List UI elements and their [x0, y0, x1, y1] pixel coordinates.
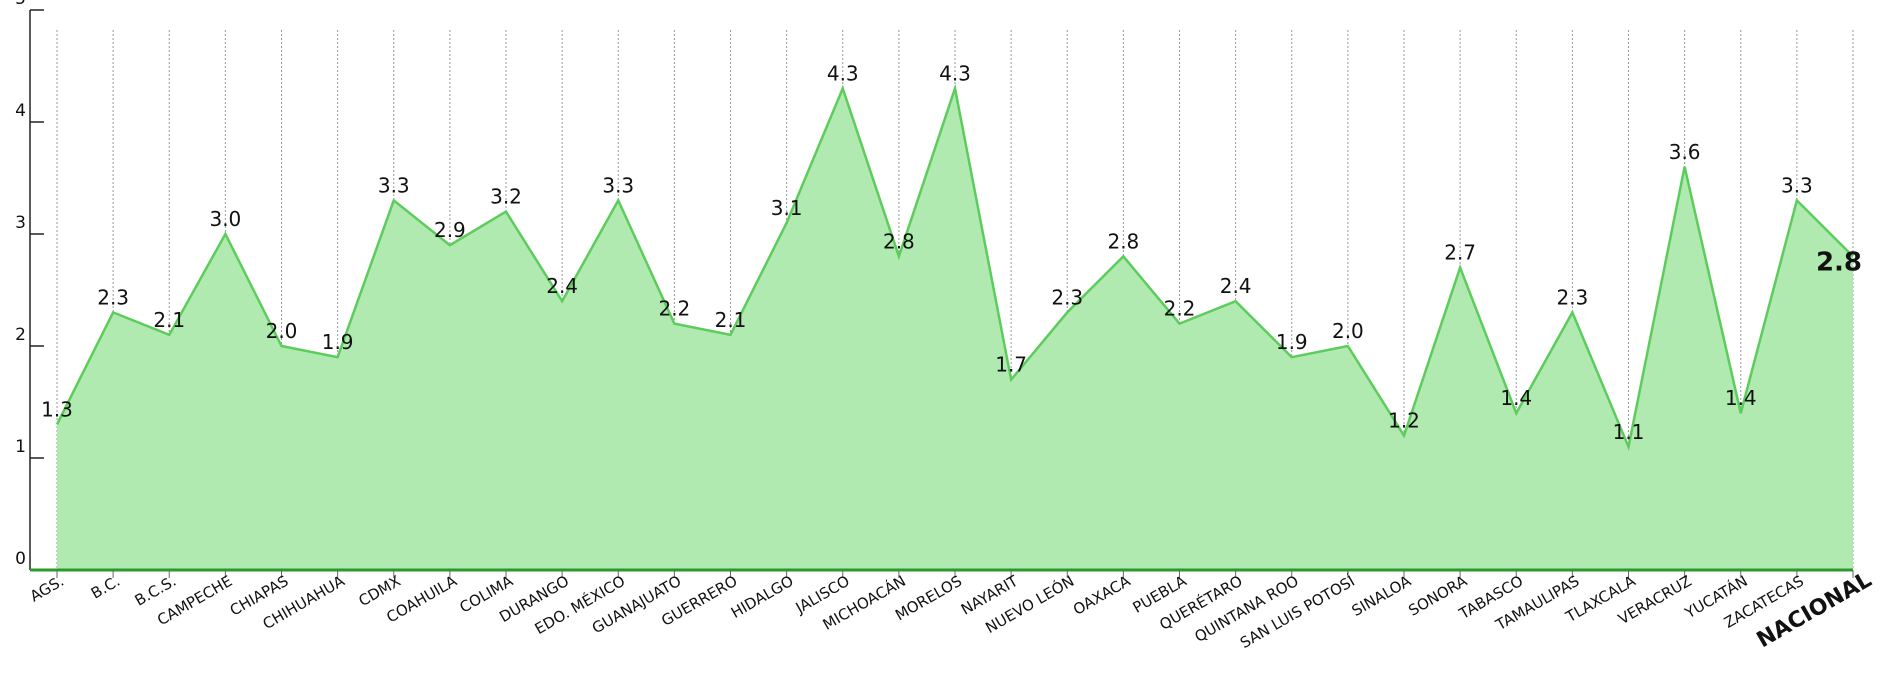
- value-label: 3.0: [209, 207, 241, 231]
- value-label: 1.4: [1725, 386, 1757, 410]
- x-tick-label: OAXACA: [1070, 572, 1134, 619]
- value-label: 2.2: [658, 297, 690, 321]
- value-label: 2.1: [715, 308, 747, 332]
- value-label: 3.3: [378, 173, 410, 197]
- value-label: 3.6: [1669, 140, 1701, 164]
- value-label: 2.3: [1556, 285, 1588, 309]
- value-label: 2.4: [1220, 274, 1252, 298]
- line: [55, 83, 1854, 452]
- y-tick-label: 4: [15, 101, 26, 121]
- value-label: 2.4: [546, 274, 578, 298]
- value-label: 1.3: [41, 397, 73, 421]
- x-tick-label: B.C.: [88, 572, 123, 603]
- y-tick-label: 1: [15, 437, 26, 457]
- x-tick-label: HIDALGO: [728, 572, 797, 622]
- y-tick-label: 0: [15, 549, 26, 569]
- value-label: 3.1: [771, 196, 803, 220]
- x-tick-label: SINALOA: [1349, 572, 1415, 620]
- value-label: 3.3: [602, 173, 634, 197]
- value-label: 3.2: [490, 185, 522, 209]
- value-label: 1.4: [1500, 386, 1532, 410]
- value-label: 1.9: [1276, 330, 1308, 354]
- value-label: 2.2: [1164, 297, 1196, 321]
- y-tick-label: 2: [15, 325, 26, 345]
- y-tick-label: 5: [15, 0, 26, 9]
- y-tick-label: 3: [15, 213, 26, 233]
- value-label: 2.1: [153, 308, 185, 332]
- value-label: 2.7: [1444, 241, 1476, 265]
- value-label: 4.3: [939, 61, 971, 85]
- x-tick-label: NACIONAL: [1753, 568, 1876, 654]
- value-label: 1.1: [1613, 420, 1645, 444]
- value-label: 1.9: [322, 330, 354, 354]
- x-tick-label: AGS.: [27, 572, 67, 606]
- value-label: 2.8: [883, 229, 915, 253]
- area: [57, 88, 1853, 571]
- value-label: 2.3: [97, 285, 129, 309]
- value-label: 2.8: [1816, 247, 1862, 277]
- value-label: 1.7: [995, 353, 1027, 377]
- value-label: 2.8: [1107, 229, 1139, 253]
- value-label: 2.9: [434, 218, 466, 242]
- value-label: 2.3: [1051, 285, 1083, 309]
- value-label: 2.0: [266, 319, 298, 343]
- value-label: 1.2: [1388, 409, 1420, 433]
- value-label: 4.3: [827, 61, 859, 85]
- value-label: 2.0: [1332, 319, 1364, 343]
- value-label: 3.3: [1781, 173, 1813, 197]
